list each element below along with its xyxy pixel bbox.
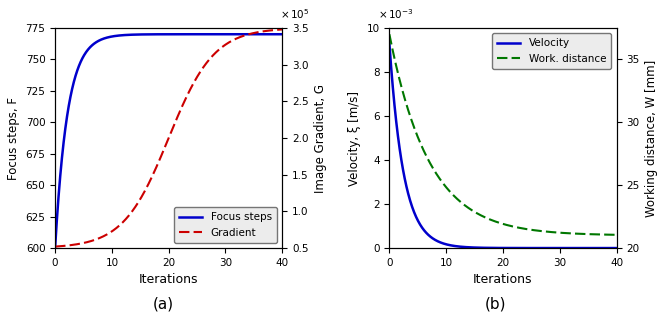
Y-axis label: Velocity, ξ [m/s]: Velocity, ξ [m/s] xyxy=(348,90,361,186)
X-axis label: Iterations: Iterations xyxy=(139,273,198,286)
Text: (a): (a) xyxy=(152,297,174,312)
Text: $\times\,10^5$: $\times\,10^5$ xyxy=(280,7,309,21)
Y-axis label: Focus steps, F: Focus steps, F xyxy=(7,96,20,179)
Y-axis label: Image Gradient, G: Image Gradient, G xyxy=(314,84,327,193)
X-axis label: Iterations: Iterations xyxy=(473,273,533,286)
Legend: Velocity, Work. distance: Velocity, Work. distance xyxy=(492,33,611,69)
Legend: Focus steps, Gradient: Focus steps, Gradient xyxy=(174,207,277,243)
Y-axis label: Working distance, W [mm]: Working distance, W [mm] xyxy=(645,59,658,217)
Text: (b): (b) xyxy=(485,297,506,312)
Text: $\times\,10^{-3}$: $\times\,10^{-3}$ xyxy=(378,7,414,21)
